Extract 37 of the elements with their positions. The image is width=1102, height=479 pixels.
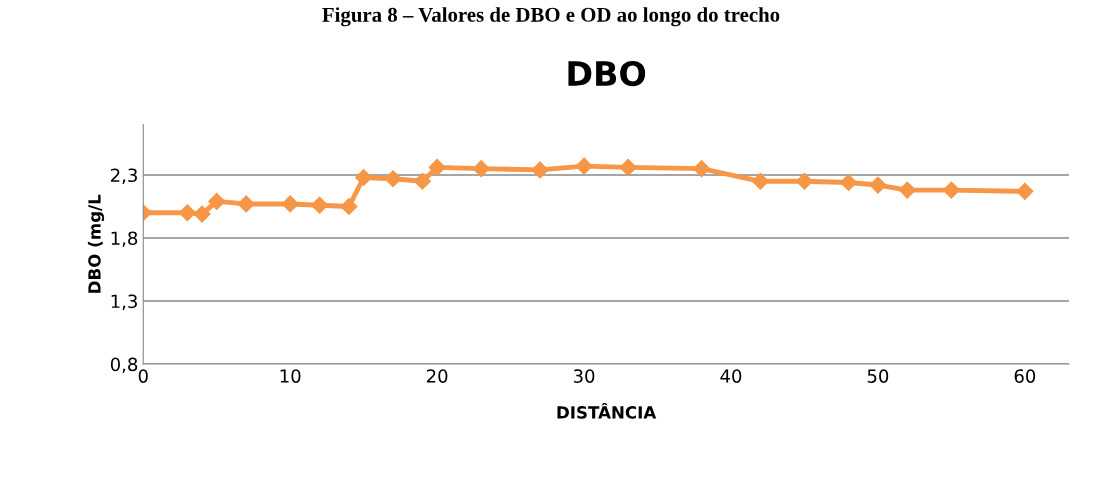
point <box>355 168 373 187</box>
x-tick-label: 10 <box>280 369 301 383</box>
y-tick-label: 1,3 <box>111 294 137 310</box>
point <box>237 195 255 213</box>
point <box>575 157 593 175</box>
point <box>413 172 431 190</box>
x-tick-label: 20 <box>426 369 448 383</box>
point <box>1016 182 1034 200</box>
point <box>178 204 196 222</box>
y-axis-title: DBO (mg/L <box>87 194 105 293</box>
point <box>898 181 916 199</box>
point <box>693 160 711 178</box>
x-axis-title: DISTÂNCIA <box>557 403 657 419</box>
point <box>428 158 446 176</box>
x-tick-label: 50 <box>867 369 889 383</box>
point <box>839 173 858 192</box>
point <box>619 158 637 176</box>
point <box>208 192 226 210</box>
text: Figura 8 – Valores de DBO e OD ao longo do trecho <box>322 7 780 27</box>
point <box>531 161 549 179</box>
y-tick-label: 0,8 <box>110 357 138 373</box>
point <box>384 170 402 188</box>
point <box>942 181 960 199</box>
x-tick-label: 60 <box>1014 369 1036 383</box>
point <box>281 195 299 213</box>
chart-title: DBO <box>568 60 646 87</box>
point <box>311 196 329 214</box>
point <box>869 176 887 194</box>
x-tick-label: 30 <box>573 369 595 383</box>
x-tick-label: 40 <box>720 369 742 383</box>
y-tick-label: 2,3 <box>111 168 137 184</box>
point <box>751 172 769 190</box>
x-tick-label: 0 <box>138 369 148 383</box>
point <box>340 197 358 216</box>
point <box>472 160 490 178</box>
y-tick-label: 1,8 <box>111 231 138 247</box>
point <box>193 205 211 223</box>
